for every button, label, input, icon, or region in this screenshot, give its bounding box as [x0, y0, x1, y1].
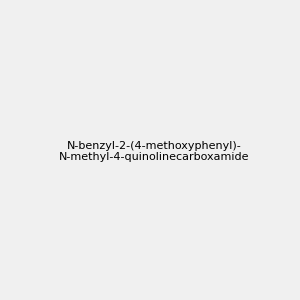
Text: N-benzyl-2-(4-methoxyphenyl)-
N-methyl-4-quinolinecarboxamide: N-benzyl-2-(4-methoxyphenyl)- N-methyl-4…: [58, 141, 249, 162]
